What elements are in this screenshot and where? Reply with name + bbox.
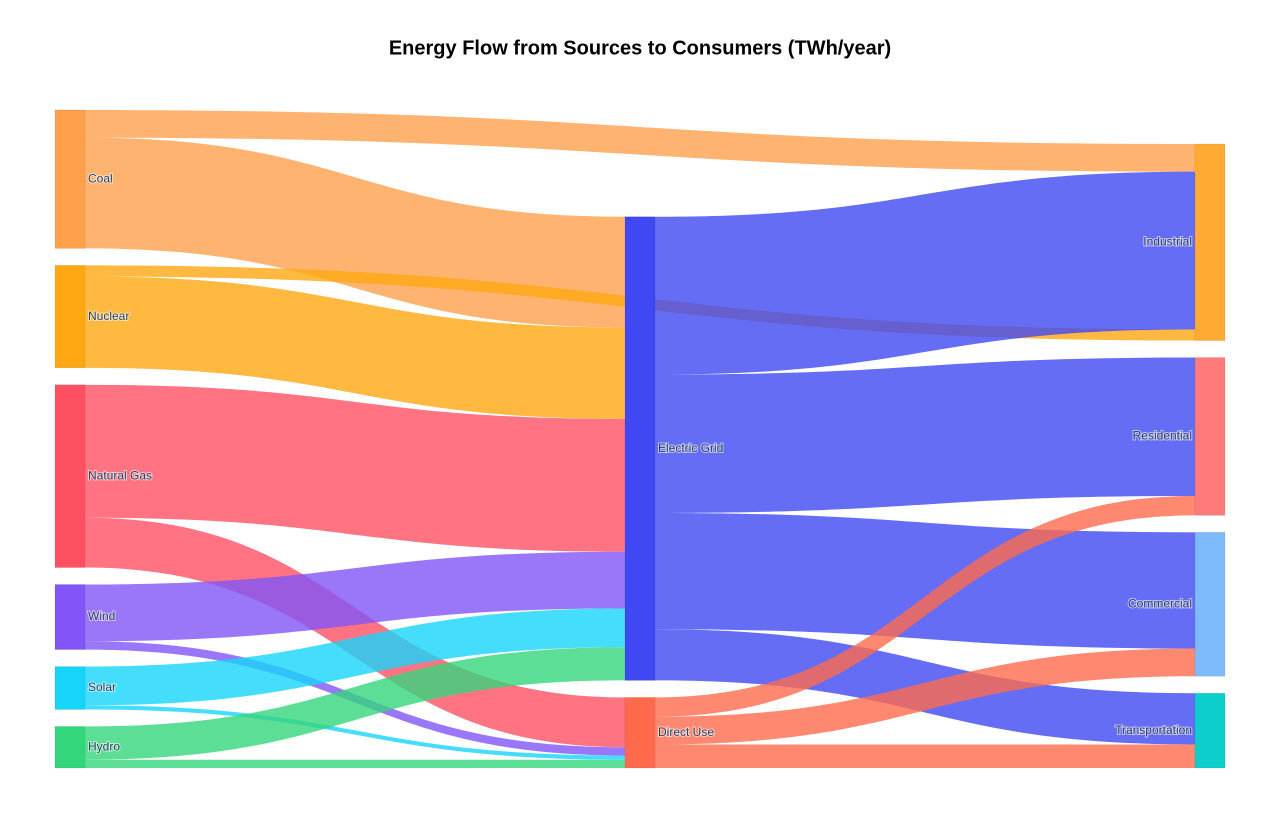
node	[1194, 143, 1226, 341]
node-label: Wind	[88, 609, 115, 623]
node-label: Electric Grid	[658, 441, 723, 455]
labels: Coal Nuclear Natural Gas Wind Solar Hydro Elec…	[87, 170, 1193, 754]
node	[54, 265, 86, 369]
link	[85, 517, 625, 748]
link	[85, 647, 625, 760]
node	[54, 726, 86, 769]
node-label: Solar	[88, 680, 116, 694]
link	[655, 357, 1195, 513]
nodes	[54, 109, 1226, 769]
node	[54, 584, 86, 650]
link	[85, 759, 625, 768]
link	[85, 137, 625, 328]
node-label: Coal	[88, 171, 113, 185]
node-label: Residential	[1133, 429, 1192, 443]
link	[85, 384, 625, 552]
node	[1194, 693, 1226, 769]
node	[624, 216, 656, 681]
node-label: Transportation	[1115, 723, 1192, 737]
node-label: Nuclear	[88, 309, 129, 323]
chart-title: Energy Flow from Sources to Consumers (T…	[389, 37, 891, 59]
link	[85, 276, 625, 419]
link	[85, 110, 1195, 172]
link	[655, 171, 1195, 375]
link	[655, 744, 1195, 768]
node-label: Natural Gas	[88, 468, 152, 482]
node-label: Hydro	[88, 739, 120, 753]
node	[624, 697, 656, 769]
node	[1194, 357, 1226, 516]
node	[54, 384, 86, 568]
node-label: Direct Use	[658, 725, 714, 739]
link	[85, 608, 625, 706]
node	[1194, 532, 1226, 677]
link	[85, 705, 625, 760]
node-label: Commercial	[1128, 596, 1192, 610]
link	[655, 648, 1195, 745]
node	[54, 109, 86, 249]
link	[655, 512, 1195, 649]
node-label: Industrial	[1143, 234, 1192, 248]
links	[85, 110, 1195, 768]
node	[54, 666, 86, 710]
link	[85, 551, 625, 642]
link	[655, 495, 1195, 717]
